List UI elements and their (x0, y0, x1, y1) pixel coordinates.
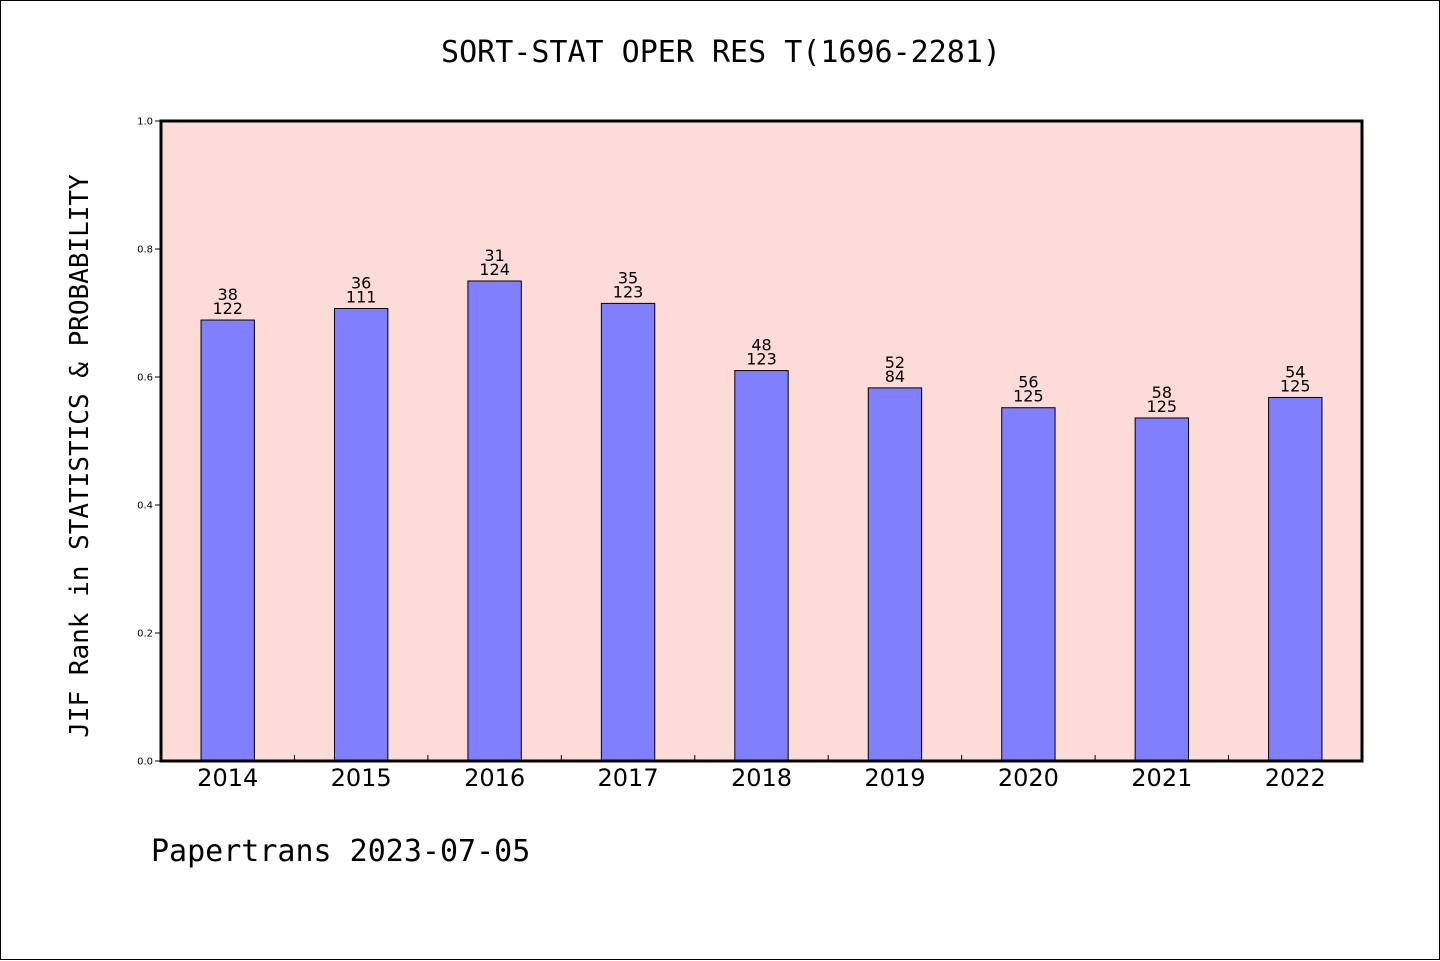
bar-2017 (600, 302, 656, 762)
bar-total-label: 123 (613, 282, 644, 301)
y-tick-label: 0.2 (137, 629, 153, 640)
x-tick-label: 2016 (464, 764, 525, 792)
bar-2014 (200, 319, 255, 762)
x-tick-label: 2020 (998, 764, 1059, 792)
bar-total-label: 125 (1280, 376, 1311, 395)
bar-2021 (1134, 417, 1190, 762)
footer-credit: Papertrans 2023-07-05 (151, 834, 531, 869)
bar-2019 (867, 387, 923, 762)
x-tick-label: 2019 (864, 764, 925, 792)
bar-total-label: 125 (1013, 387, 1044, 406)
x-tick-label: 2014 (197, 764, 258, 792)
bar-total-label: 123 (746, 350, 777, 369)
bar-total-label: 125 (1147, 397, 1178, 416)
y-tick-label: 0.8 (137, 245, 153, 256)
plot-border (159, 119, 1364, 763)
bar-2020 (1001, 407, 1056, 762)
bar-rank-label: 38 (218, 285, 238, 304)
x-tick-label: 2021 (1131, 764, 1192, 792)
bar-total-label: 111 (346, 288, 377, 307)
bar-2016 (467, 280, 522, 762)
bar-rank-label: 52 (885, 353, 905, 372)
y-tick-label: 0.0 (137, 757, 153, 768)
x-tick-label: 2017 (598, 764, 659, 792)
x-tick-label: 2022 (1265, 764, 1326, 792)
x-tick-label: 2018 (731, 764, 792, 792)
y-tick-label: 1.0 (137, 117, 153, 128)
bar-2018 (734, 370, 789, 762)
bar-total-label: 122 (212, 299, 243, 318)
y-tick-label: 0.6 (137, 373, 153, 384)
bar-rank-label: 54 (1285, 362, 1305, 381)
bar-rank-label: 48 (751, 336, 771, 355)
bar-rank-label: 58 (1152, 383, 1172, 402)
bar-rank-label: 35 (618, 268, 638, 287)
bar-2015 (333, 308, 389, 762)
y-tick-label: 0.4 (137, 501, 153, 512)
bar-2022 (1268, 396, 1323, 762)
bar-total-label: 124 (479, 260, 510, 279)
bar-total-label: 84 (885, 367, 905, 386)
bar-rank-label: 31 (484, 246, 504, 265)
chart-title: SORT-STAT OPER RES T(1696-2281) (441, 35, 1001, 70)
bar-rank-label: 36 (351, 274, 371, 293)
x-tick-label: 2015 (331, 764, 392, 792)
bar-rank-label: 56 (1018, 373, 1038, 392)
